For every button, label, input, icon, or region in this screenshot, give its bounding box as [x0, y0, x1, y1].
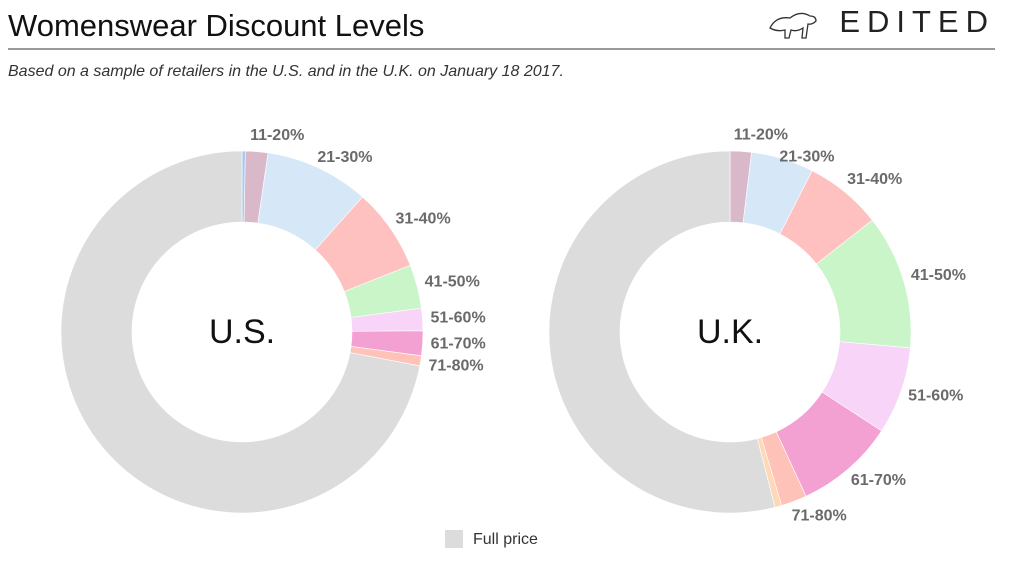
slice-label: 31-40% — [847, 171, 902, 188]
slice-label: 61-70% — [431, 336, 486, 353]
donut-slice — [60, 150, 421, 514]
donut-center-label: U.K. — [697, 313, 763, 351]
slice-label: 11-20% — [250, 127, 304, 144]
logo-bear — [769, 12, 817, 39]
slice-label: 51-60% — [431, 310, 486, 327]
legend-label: Full price — [473, 531, 538, 548]
slice-label: 31-40% — [396, 210, 451, 227]
donut-center-label: U.S. — [209, 313, 275, 351]
slice-label: 71-80% — [428, 358, 483, 375]
slice-label: 61-70% — [851, 472, 906, 489]
slice-label: 21-30% — [317, 149, 372, 166]
slice-label: 21-30% — [779, 149, 834, 166]
page-title: Womenswear Discount Levels — [8, 8, 424, 43]
slice-label: 51-60% — [908, 388, 963, 405]
donut-slice — [548, 150, 776, 514]
slice-label: 71-80% — [792, 508, 847, 525]
logo-text: EDITED — [839, 4, 995, 39]
legend-swatch — [445, 530, 463, 548]
slice-label: 11-20% — [734, 127, 788, 144]
subtitle: Based on a sample of retailers in the U.… — [8, 63, 564, 80]
slice-label: 41-50% — [911, 267, 966, 284]
slice-label: 41-50% — [425, 274, 480, 291]
